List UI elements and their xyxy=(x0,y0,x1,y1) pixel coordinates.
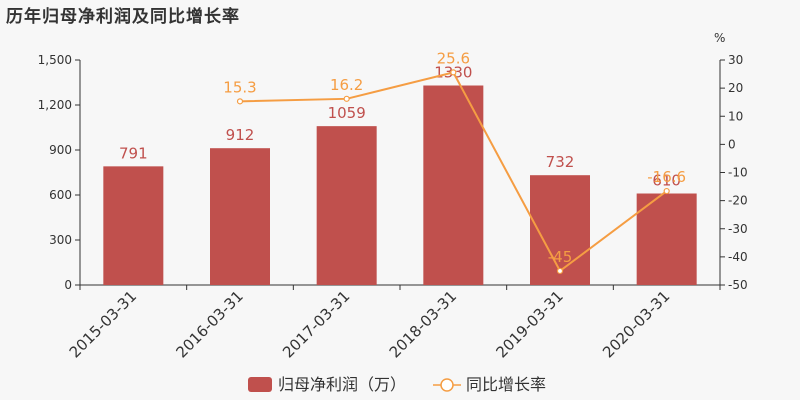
chart-title: 历年归母净利润及同比增长率 xyxy=(6,7,240,27)
y-right-tick-label: 30 xyxy=(728,53,743,67)
bar-value-label: 610 xyxy=(652,172,681,190)
y-right-tick-label: -50 xyxy=(728,278,748,292)
y-right-tick-label: 10 xyxy=(728,109,743,123)
growth-value-label: 15.3 xyxy=(223,78,256,96)
growth-point xyxy=(450,69,457,76)
y-right-tick-label: -20 xyxy=(728,194,748,208)
bar xyxy=(210,148,270,285)
bar xyxy=(423,85,484,285)
y-right-tick-label: -40 xyxy=(728,250,748,264)
growth-point xyxy=(236,98,244,105)
x-tick-label: 2018-03-31 xyxy=(386,287,460,361)
x-tick-label: 2019-03-31 xyxy=(492,287,566,361)
legend-bar-swatch xyxy=(248,377,272,392)
bar-value-label: 791 xyxy=(119,144,148,162)
x-tick-label: 2015-03-31 xyxy=(66,287,140,361)
bar-value-label: 732 xyxy=(546,153,575,171)
bar xyxy=(530,175,590,285)
growth-value-label: 25.6 xyxy=(437,49,470,67)
y-left-tick-label: 1,200 xyxy=(38,98,72,112)
y-right-tick-label: -30 xyxy=(728,222,748,236)
growth-point xyxy=(663,187,670,195)
growth-value-label: -45 xyxy=(548,248,573,266)
growth-point xyxy=(343,95,350,102)
x-tick-label: 2017-03-31 xyxy=(279,287,353,361)
growth-value-label: -16.6 xyxy=(647,168,686,186)
legend-line-label: 同比增长率 xyxy=(466,375,546,394)
bar-value-label: 912 xyxy=(226,126,255,144)
y-right-tick-label: 20 xyxy=(728,81,743,95)
legend-line-marker xyxy=(440,378,454,392)
y-left-tick-label: 0 xyxy=(64,278,72,292)
bar xyxy=(316,126,377,286)
bar xyxy=(636,193,697,285)
bar xyxy=(103,166,164,285)
y-left-tick-label: 300 xyxy=(49,233,72,247)
x-tick-label: 2020-03-31 xyxy=(599,287,673,361)
legend-bar-label: 归母净利润（万） xyxy=(278,375,406,394)
x-tick-label: 2016-03-31 xyxy=(172,287,246,361)
y-left-tick-label: 1,500 xyxy=(38,53,72,67)
y-right-unit-label: % xyxy=(714,31,725,45)
growth-point xyxy=(556,267,564,275)
bar-value-label: 1059 xyxy=(328,104,366,122)
y-right-tick-label: -10 xyxy=(728,166,748,180)
y-right-tick-label: 0 xyxy=(728,137,736,151)
growth-value-label: 16.2 xyxy=(330,76,363,94)
y-left-tick-label: 600 xyxy=(49,188,72,202)
y-left-tick-label: 900 xyxy=(49,143,72,157)
